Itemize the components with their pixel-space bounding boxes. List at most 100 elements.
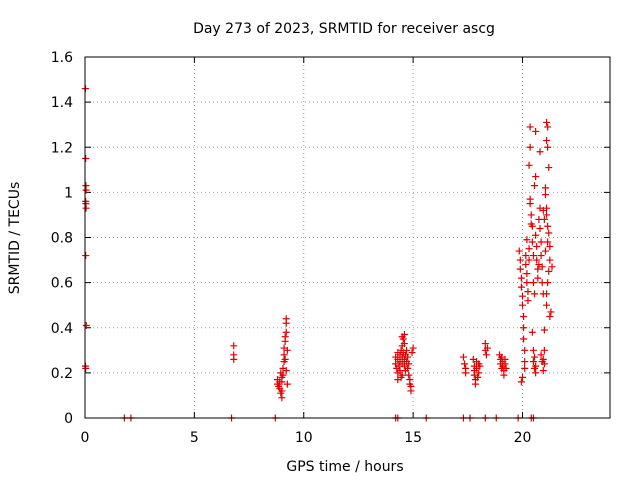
y-tick-label: 0.8 <box>51 231 73 247</box>
data-point <box>536 148 544 156</box>
data-point <box>519 292 526 300</box>
y-tick-label: 1.4 <box>51 95 73 111</box>
data-point <box>541 184 549 192</box>
data-point <box>529 252 537 260</box>
data-point <box>544 222 552 230</box>
data-point <box>526 143 534 151</box>
data-point <box>278 394 286 402</box>
data-point <box>528 238 536 246</box>
data-point <box>520 335 528 343</box>
data-point <box>534 274 542 282</box>
data-point <box>278 373 286 381</box>
data-point <box>532 369 540 377</box>
data-point <box>534 265 542 273</box>
data-point <box>533 256 541 264</box>
data-point <box>546 256 554 264</box>
y-tick-labels: 0 0.2 0.4 0.6 0.8 1 1.2 1.4 1.6 <box>51 50 73 427</box>
data-point <box>82 321 90 329</box>
x-tick-labels: 0 5 10 15 20 <box>81 430 532 446</box>
data-point <box>500 371 508 379</box>
data-point <box>398 333 406 341</box>
data-point <box>529 279 537 287</box>
data-point <box>407 387 415 395</box>
data-point <box>528 222 536 230</box>
data-point <box>461 360 469 368</box>
data-point <box>532 231 540 239</box>
data-point <box>521 346 529 354</box>
data-point <box>519 301 526 309</box>
data-point <box>538 358 546 366</box>
data-point <box>539 367 547 375</box>
data-point <box>484 344 491 352</box>
data-point <box>528 328 536 336</box>
y-tick-label: 0.4 <box>51 321 73 337</box>
data-point <box>471 380 479 388</box>
data-point <box>282 315 290 323</box>
data-point <box>520 324 528 332</box>
data-point <box>82 252 90 260</box>
data-point <box>546 243 554 251</box>
data-point <box>475 369 483 377</box>
data-point <box>283 380 291 388</box>
data-point <box>522 252 530 260</box>
data-point <box>531 182 539 190</box>
x-tick-label: 0 <box>81 430 90 446</box>
data-point <box>277 369 285 377</box>
data-point <box>525 256 533 264</box>
data-point <box>543 290 551 298</box>
data-point <box>526 200 534 208</box>
data-point <box>545 229 553 237</box>
data-point <box>540 346 548 354</box>
data-point <box>282 328 290 336</box>
data-point <box>532 127 540 135</box>
data-point <box>409 344 417 352</box>
data-point <box>403 346 411 354</box>
data-point <box>405 371 413 379</box>
data-point <box>281 333 289 341</box>
data-point <box>405 360 413 368</box>
y-tick-label: 0.2 <box>51 366 73 382</box>
data-point <box>82 186 90 194</box>
data-point <box>531 353 539 361</box>
data-point <box>476 362 484 370</box>
data-point <box>536 224 544 232</box>
data-point <box>459 353 467 361</box>
data-point <box>540 215 548 223</box>
data-point <box>538 263 546 271</box>
data-point <box>82 155 90 163</box>
data-point <box>545 164 553 172</box>
y-tick-label: 1.2 <box>51 140 73 156</box>
plot-frame <box>84 56 611 419</box>
x-tick-label: 10 <box>295 430 313 446</box>
x-axis-label: GPS time / hours <box>286 459 403 475</box>
data-point <box>521 358 529 366</box>
x-tick-label: 20 <box>514 430 532 446</box>
data-point <box>521 364 529 372</box>
data-point <box>474 373 482 381</box>
data-point <box>516 265 524 273</box>
data-point <box>529 346 537 354</box>
data-point <box>282 367 290 375</box>
data-point <box>517 378 525 386</box>
data-point <box>523 236 531 244</box>
data-point <box>543 118 551 126</box>
data-point <box>532 362 540 370</box>
data-point <box>400 340 408 348</box>
data-point <box>280 351 288 359</box>
data-point <box>394 376 402 384</box>
data-point <box>543 211 551 219</box>
data-point <box>230 355 238 363</box>
data-point <box>517 274 525 282</box>
data-point <box>523 270 531 278</box>
data-point <box>501 360 509 368</box>
data-point <box>545 267 553 275</box>
y-tick-label: 0.6 <box>51 276 73 292</box>
data-point <box>522 261 530 269</box>
data-point <box>82 204 90 212</box>
data-point <box>82 364 90 372</box>
data-point <box>520 312 528 320</box>
data-point <box>408 349 416 357</box>
